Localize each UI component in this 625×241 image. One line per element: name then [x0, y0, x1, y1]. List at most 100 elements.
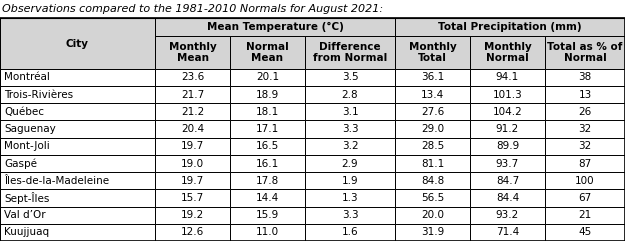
Text: Saguenay: Saguenay [4, 124, 56, 134]
Text: 32: 32 [578, 141, 592, 151]
Bar [395, 172, 470, 189]
Text: 94.1: 94.1 [496, 73, 519, 82]
Bar [155, 120, 230, 138]
Bar [155, 189, 230, 207]
Text: 3.2: 3.2 [342, 141, 358, 151]
Text: City: City [66, 39, 89, 48]
Text: 29.0: 29.0 [421, 124, 444, 134]
Bar [545, 172, 625, 189]
Text: Îles-de-la-Madeleine: Îles-de-la-Madeleine [4, 176, 109, 186]
Bar [305, 36, 395, 69]
Text: 87: 87 [578, 159, 592, 168]
Bar [395, 103, 470, 120]
Bar [305, 224, 395, 241]
Text: 36.1: 36.1 [421, 73, 444, 82]
Text: Mean Temperature (°C): Mean Temperature (°C) [206, 22, 344, 32]
Text: Difference
from Normal: Difference from Normal [313, 42, 387, 63]
Bar [395, 18, 625, 36]
Bar [0, 69, 155, 86]
Text: 20.4: 20.4 [181, 124, 204, 134]
Bar [395, 189, 470, 207]
Text: 18.9: 18.9 [256, 90, 279, 100]
Bar [395, 86, 470, 103]
Text: 20.1: 20.1 [256, 73, 279, 82]
Text: Sept-Îles: Sept-Îles [4, 192, 49, 204]
Bar [545, 120, 625, 138]
Text: 26: 26 [578, 107, 592, 117]
Text: Monthly
Total: Monthly Total [409, 42, 456, 63]
Bar [395, 120, 470, 138]
Text: 93.2: 93.2 [496, 210, 519, 220]
Bar [155, 103, 230, 120]
Bar [395, 224, 470, 241]
Text: Normal
Mean: Normal Mean [246, 42, 289, 63]
Bar [545, 69, 625, 86]
Bar [305, 86, 395, 103]
Bar [155, 207, 230, 224]
Text: 71.4: 71.4 [496, 228, 519, 237]
Text: 104.2: 104.2 [492, 107, 522, 117]
Text: 19.7: 19.7 [181, 176, 204, 186]
Text: 91.2: 91.2 [496, 124, 519, 134]
Bar [155, 36, 230, 69]
Text: 21.7: 21.7 [181, 90, 204, 100]
Bar [0, 86, 155, 103]
Text: 15.9: 15.9 [256, 210, 279, 220]
Text: 3.5: 3.5 [342, 73, 358, 82]
Bar [470, 207, 545, 224]
Bar [545, 138, 625, 155]
Text: 12.6: 12.6 [181, 228, 204, 237]
Bar [0, 103, 155, 120]
Text: Val d’Or: Val d’Or [4, 210, 46, 220]
Bar [230, 86, 305, 103]
Bar [305, 120, 395, 138]
Text: Total as % of
Normal: Total as % of Normal [548, 42, 622, 63]
Text: Monthly
Mean: Monthly Mean [169, 42, 216, 63]
Bar [230, 155, 305, 172]
Text: 84.4: 84.4 [496, 193, 519, 203]
Text: 89.9: 89.9 [496, 141, 519, 151]
Bar [395, 138, 470, 155]
Text: 101.3: 101.3 [492, 90, 522, 100]
Text: 11.0: 11.0 [256, 228, 279, 237]
Bar [155, 69, 230, 86]
Bar [0, 18, 155, 69]
Bar [470, 224, 545, 241]
Bar [470, 103, 545, 120]
Text: 15.7: 15.7 [181, 193, 204, 203]
Text: Montréal: Montréal [4, 73, 50, 82]
Bar [395, 155, 470, 172]
Bar [395, 69, 470, 86]
Text: 14.4: 14.4 [256, 193, 279, 203]
Bar [230, 36, 305, 69]
Text: Total Precipitation (mm): Total Precipitation (mm) [438, 22, 582, 32]
Text: 1.6: 1.6 [342, 228, 358, 237]
Text: 93.7: 93.7 [496, 159, 519, 168]
Text: 3.1: 3.1 [342, 107, 358, 117]
Text: 31.9: 31.9 [421, 228, 444, 237]
Bar [230, 103, 305, 120]
Text: 13: 13 [578, 90, 592, 100]
Bar [545, 155, 625, 172]
Text: Trois-Rivières: Trois-Rivières [4, 90, 73, 100]
Text: 13.4: 13.4 [421, 90, 444, 100]
Text: 16.5: 16.5 [256, 141, 279, 151]
Bar [545, 207, 625, 224]
Bar [0, 172, 155, 189]
Text: Mont-Joli: Mont-Joli [4, 141, 50, 151]
Bar [395, 36, 470, 69]
Bar [545, 86, 625, 103]
Bar [230, 224, 305, 241]
Bar [470, 172, 545, 189]
Text: 23.6: 23.6 [181, 73, 204, 82]
Text: 18.1: 18.1 [256, 107, 279, 117]
Text: 2.9: 2.9 [342, 159, 358, 168]
Bar [470, 155, 545, 172]
Bar [155, 86, 230, 103]
Text: 3.3: 3.3 [342, 210, 358, 220]
Text: Québec: Québec [4, 107, 44, 117]
Text: 19.2: 19.2 [181, 210, 204, 220]
Bar [155, 172, 230, 189]
Bar [0, 189, 155, 207]
Bar [470, 36, 545, 69]
